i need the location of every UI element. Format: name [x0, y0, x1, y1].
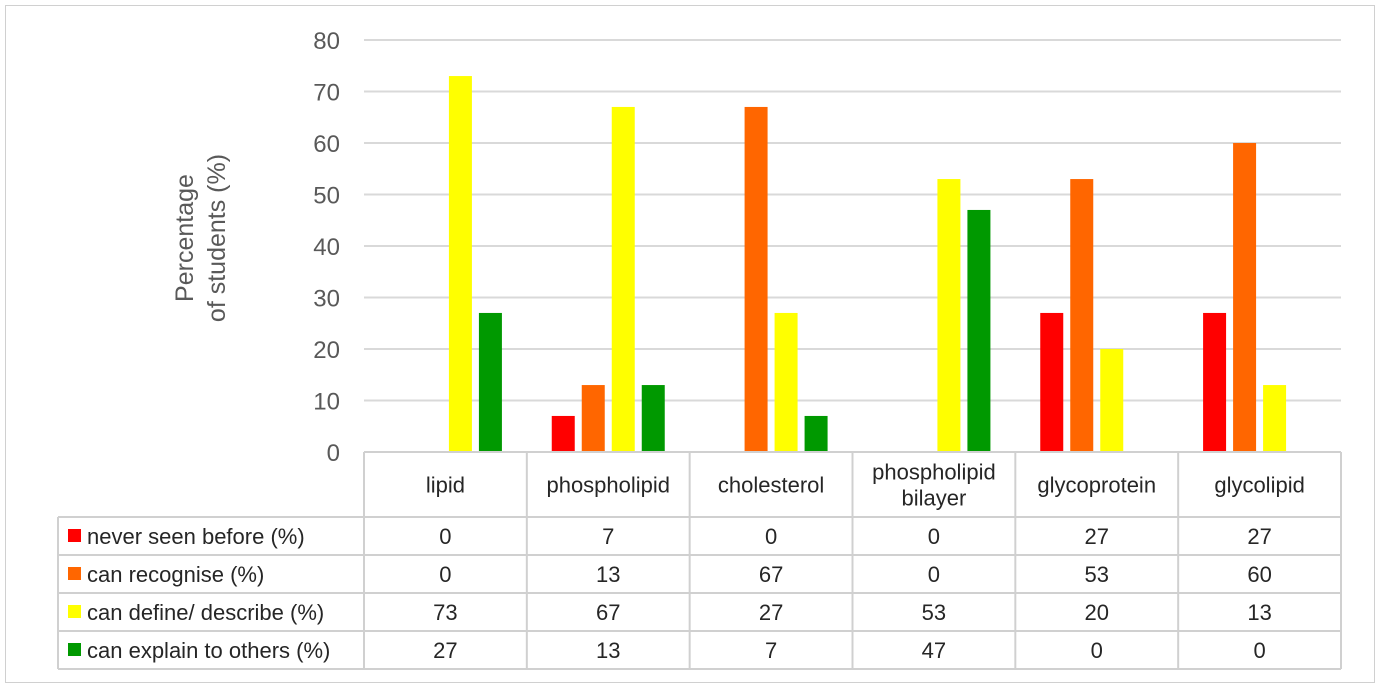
data-value: 53: [1085, 562, 1109, 587]
bar: [551, 415, 575, 452]
data-value: 0: [1253, 638, 1265, 663]
data-value: 0: [439, 562, 451, 587]
data-value: 7: [602, 524, 614, 549]
y-tick-label: 0: [327, 440, 340, 467]
y-tick-label: 60: [313, 131, 340, 158]
data-value: 67: [759, 562, 783, 587]
y-tick-label: 10: [313, 389, 340, 416]
category-label: bilayer: [902, 486, 967, 511]
legend-key: [68, 567, 81, 580]
data-value: 73: [433, 600, 457, 625]
data-value: 0: [1091, 638, 1103, 663]
bar: [1040, 312, 1064, 452]
legend-key: [68, 529, 81, 542]
data-value: 27: [759, 600, 783, 625]
data-value: 13: [596, 638, 620, 663]
y-tick-label: 80: [313, 28, 340, 55]
data-value: 60: [1247, 562, 1271, 587]
y-tick-label: 40: [313, 234, 340, 261]
data-value: 0: [928, 524, 940, 549]
data-value: 7: [765, 638, 777, 663]
series-name: never seen before (%): [87, 524, 305, 549]
series-name: can recognise (%): [87, 562, 264, 587]
series-name: can define/ describe (%): [87, 600, 324, 625]
bar: [448, 76, 472, 453]
bar: [744, 106, 768, 452]
bar: [581, 385, 605, 452]
data-value: 27: [1247, 524, 1271, 549]
category-label: glycolipid: [1214, 473, 1305, 498]
bar: [937, 179, 961, 453]
legend-key: [68, 605, 81, 618]
y-tick-label: 70: [313, 80, 340, 107]
y-tick-label: 30: [313, 286, 340, 313]
data-value: 0: [928, 562, 940, 587]
bar: [641, 385, 665, 452]
bar: [1233, 143, 1257, 452]
data-value: 0: [765, 524, 777, 549]
data-value: 67: [596, 600, 620, 625]
bar: [967, 209, 991, 452]
data-value: 53: [922, 600, 946, 625]
category-label: phospholipid: [872, 460, 996, 485]
bar: [1100, 349, 1124, 452]
bar: [1203, 312, 1227, 452]
data-value: 27: [433, 638, 457, 663]
data-value: 13: [1247, 600, 1271, 625]
bar: [774, 312, 798, 452]
category-label: lipid: [426, 473, 465, 498]
bar: [804, 415, 828, 452]
series-name: can explain to others (%): [87, 638, 330, 663]
bar: [1070, 179, 1094, 453]
data-value: 27: [1085, 524, 1109, 549]
y-tick-label: 20: [313, 337, 340, 364]
data-value: 20: [1085, 600, 1109, 625]
data-value: 0: [439, 524, 451, 549]
y-tick-label: 50: [313, 183, 340, 210]
category-label: cholesterol: [718, 473, 824, 498]
category-label: phospholipid: [546, 473, 670, 498]
legend-key: [68, 643, 81, 656]
bar: [611, 106, 635, 452]
data-value: 47: [922, 638, 946, 663]
bar: [1263, 385, 1287, 452]
category-label: glycoprotein: [1037, 473, 1156, 498]
bar: [478, 312, 502, 452]
y-axis-label: Percentage of students (%): [171, 154, 231, 322]
data-value: 13: [596, 562, 620, 587]
